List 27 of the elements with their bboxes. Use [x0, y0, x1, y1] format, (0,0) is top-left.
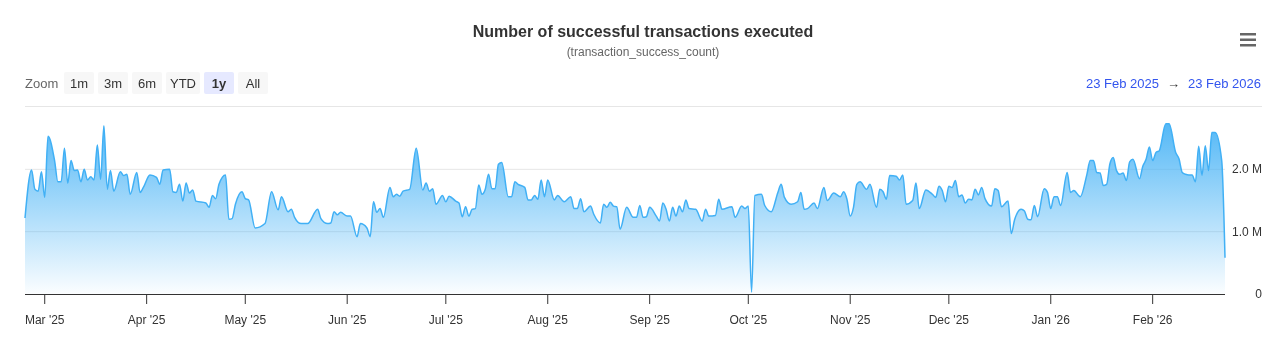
x-tick-label: Jun '25 [328, 313, 367, 327]
y-tick-label: 2.0 M [1231, 162, 1262, 177]
x-tick-label: May '25 [224, 313, 267, 327]
x-tick-label: Nov '25 [830, 313, 871, 327]
y-tick-label: 0 [1255, 287, 1263, 301]
text: 3m [103, 76, 123, 91]
x-tick-label: Oct '25 [729, 313, 768, 327]
y-tick-label: 1.0 M [1231, 224, 1262, 239]
x-tick-label: Mar '25 [24, 313, 65, 327]
x-tick-label: Jul '25 [428, 313, 464, 327]
text: YTD [170, 76, 196, 91]
text: Zoom [25, 76, 59, 91]
chart-subtitle: (transaction_success_count) [566, 45, 720, 59]
chart-title: Number of successful transactions executed [472, 23, 814, 40]
x-tick-label: Feb '26 [1132, 313, 1173, 327]
x-tick-label: Dec '25 [928, 313, 970, 327]
text: All [245, 76, 261, 91]
text: 23 Feb 2026 [1187, 76, 1261, 91]
x-tick-label: Apr '25 [127, 313, 166, 327]
x-tick-label: Sep '25 [629, 313, 671, 327]
x-tick-label: Aug '25 [527, 313, 569, 327]
text: 1y [211, 76, 227, 91]
text: 23 Feb 2025 [1085, 76, 1159, 91]
x-tick-label: Jan '26 [1031, 313, 1071, 327]
text: 6m [137, 76, 157, 91]
text: 1m [69, 76, 89, 91]
text: → [1166, 76, 1180, 91]
